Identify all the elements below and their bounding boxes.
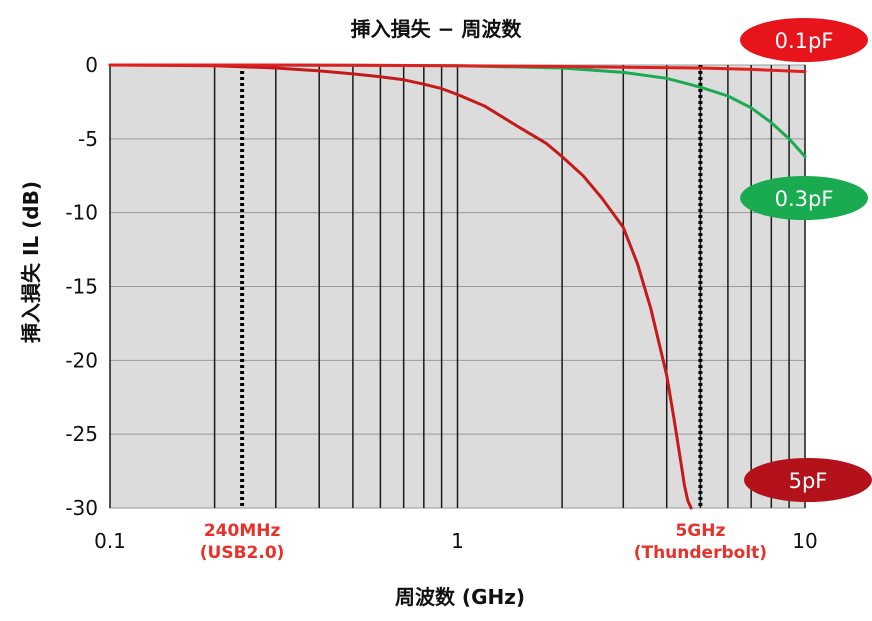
y-tick-label: -30 [65,496,98,520]
y-tick-label: 0 [85,53,98,77]
marker-layer: 240MHz(USB2.0) 5GHz(Thunderbolt) [200,65,767,563]
x-tick-label: 0.1 [94,529,126,553]
marker-label-freq: 5GHz [675,521,725,541]
series-line-0_1pF [108,63,807,74]
series-layer [108,63,807,510]
series-label-text: 0.3pF [775,187,834,211]
series-label-text: 0.1pF [775,29,834,53]
axis-layer: 0 -5 -10 -15 -20 -25 -30 0.1 1 10 [65,53,817,553]
series-label-text: 5pF [789,469,828,493]
marker-label-freq: 240MHz [204,521,281,541]
series-label-pill [740,18,868,62]
y-tick-label: -20 [65,348,98,372]
x-tick-label: 10 [792,529,817,553]
y-axis-label: 挿入損失 IL (dB) [19,181,43,343]
y-tick-label: -5 [78,127,98,151]
series-labels: 0.1pF 0.3pF 5pF [740,18,872,502]
series-label-pill [740,176,868,220]
y-tick-label: -25 [65,422,98,446]
x-axis-label: 周波数 (GHz) [395,585,525,609]
y-tick-label: -10 [65,201,98,225]
x-tick-label: 1 [451,529,464,553]
marker-label-standard: (USB2.0) [200,543,285,563]
grid-layer [109,64,806,509]
y-tick-label: -15 [65,275,98,299]
marker-label-standard: (Thunderbolt) [634,543,767,563]
series-line-5pF [108,63,693,510]
chart-title: 挿入損失 − 周波数 [351,17,523,41]
series-label-pill [744,458,872,502]
